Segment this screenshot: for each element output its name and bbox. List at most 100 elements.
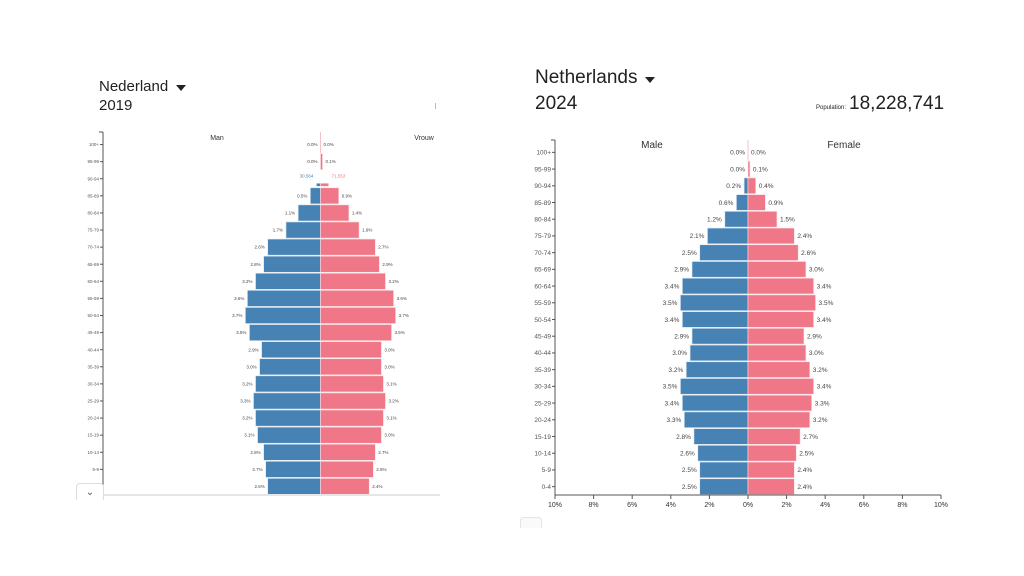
bar-male [316,182,321,187]
bar-female [320,153,323,170]
bar-male [297,204,321,222]
data-label-male: 3.7% [232,313,242,318]
data-label-male: 3.2% [242,416,252,421]
legend-female: Vrouw [414,135,435,142]
bar-female [320,182,329,187]
data-label-male: 3.5% [236,330,246,335]
data-label-male: 0.0% [307,159,317,164]
data-label-male: 3.6% [234,296,244,301]
country-selector-right[interactable]: Netherlands [535,67,656,89]
y-tick-label: 35-39 [87,364,99,369]
bar-female [320,324,392,341]
y-tick-label: 70-74 [87,245,99,250]
data-label-male: 1.1% [285,211,295,216]
data-label-male: 2.6% [254,484,264,489]
bar-female [320,255,380,273]
y-tick-label: 10-14 [87,450,99,455]
data-label-female: 2.4% [372,484,382,489]
population-value: 18,228,741 [849,93,945,114]
data-label-male: 0.5% [297,193,307,198]
bar-female [320,204,350,222]
bar-male [310,187,321,205]
bar-female [320,358,382,376]
y-tick-label: 95-99 [87,159,99,164]
data-label-female: 3.7% [399,313,409,318]
bar-male [257,426,321,444]
caret-down-icon[interactable] [645,76,656,83]
data-label-female: 1.9% [362,228,372,233]
bar-female [320,443,376,461]
bar-female [320,375,384,393]
y-tick-label: 80-84 [87,211,99,216]
country-name-left: Nederland [99,78,169,95]
y-tick-label: 50-54 [87,313,99,318]
bar-female [320,426,382,444]
data-label-female: 3.2% [388,399,398,404]
country-name-right: Netherlands [535,67,638,88]
y-tick-label: 30-34 [87,381,99,386]
y-tick-label: 25-29 [87,399,99,404]
data-label-male: 1.7% [273,228,283,233]
data-label-female: 3.0% [384,433,394,438]
y-tick-label: 5-9 [92,467,99,472]
bar-male [253,392,321,410]
bar-male [267,478,321,495]
bar-male [255,409,321,427]
data-label-female: 0.0% [324,142,334,147]
y-tick-label: 15-19 [87,433,99,438]
data-label-female: 2.9% [382,262,392,267]
country-selector-left[interactable]: Nederland [99,78,187,95]
data-label-male: 3.2% [242,279,252,284]
y-tick-label: 60-64 [87,279,99,284]
bar-female [320,238,376,256]
data-label-female: 3.1% [386,381,396,386]
bar-female [320,307,396,324]
y-tick-label: 75-79 [87,228,99,233]
data-label-male: 2.9% [248,347,258,352]
divider-tick [435,103,436,109]
data-label-male: 3.1% [244,433,254,438]
bar-male [255,375,321,393]
y-tick-label: 90-94 [87,176,99,181]
caret-down-icon[interactable] [176,85,187,91]
year-right: 2024 [535,93,578,114]
y-tick-label: 65-69 [87,262,99,267]
bar-male [245,307,321,324]
bar-male [247,290,321,307]
data-label-female: 3.1% [386,416,396,421]
data-label-male: 30,564 [300,174,314,179]
data-label-female: 3.6% [397,296,407,301]
bar-female [320,341,382,359]
y-tick-label: 40-44 [87,347,99,352]
data-label-female: 2.6% [376,467,386,472]
bar-female [320,272,386,290]
year-left: 2019 [99,97,133,114]
data-label-female: 3.2% [388,279,398,284]
data-label-female: 0.1% [326,159,336,164]
collapse-button[interactable]: ⌄ [76,483,104,500]
data-label-male: 2.8% [250,450,260,455]
bar-female [320,461,374,478]
bar-male [259,358,321,376]
y-tick-label: 45-49 [87,330,99,335]
legend-male: Man [210,135,224,142]
bar-male [249,324,321,341]
bar-male [267,238,321,256]
data-label-male: 3.2% [242,381,252,386]
data-label-male: 3.0% [246,364,256,369]
bar-female [320,290,394,307]
data-label-male: 2.7% [252,467,262,472]
tab-stub[interactable] [520,517,542,528]
bar-female [320,478,370,495]
data-label-male: 2.8% [250,262,260,267]
data-label-male: 3.3% [240,399,250,404]
data-label-male: 2.6% [254,245,264,250]
data-label-female: 2.7% [378,245,388,250]
bar-female [320,221,360,239]
y-tick-label: 55-59 [87,296,99,301]
data-label-female: 0.9% [342,193,352,198]
data-label-female: 3.0% [384,347,394,352]
data-label-male: 0.0% [307,142,317,147]
bar-male [255,272,321,290]
